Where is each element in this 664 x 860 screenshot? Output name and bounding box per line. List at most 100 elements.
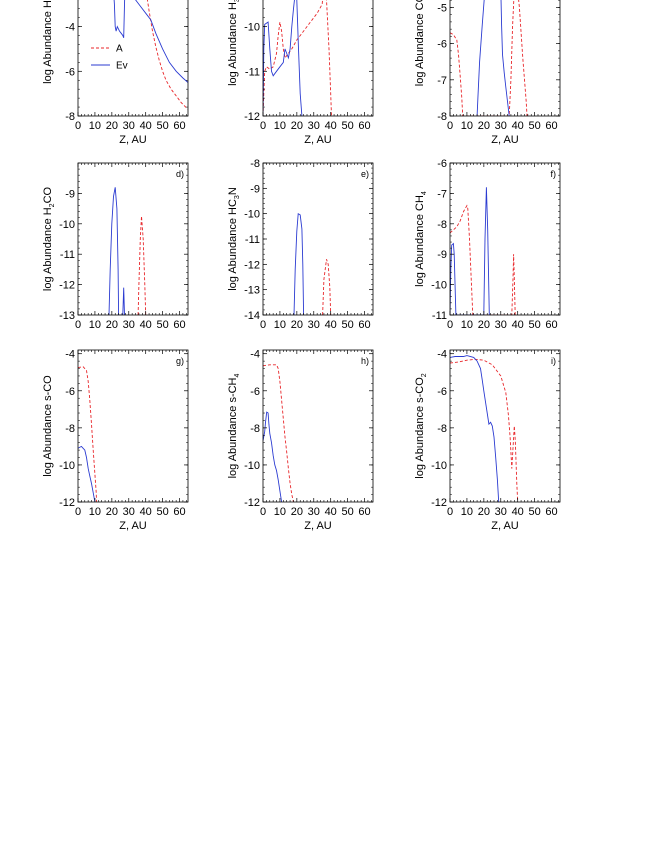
plot-frame [449,0,561,117]
x-tick-label: 0 [260,120,266,132]
y-tick-label: -11 [60,249,75,261]
y-axis-label-subscript: 4 [421,191,428,195]
series-line-Ev [113,0,188,83]
panel-i: 0 10 20 30 40 50 60 -4 -6 -8 -10 -12 Z, AU log Abunda… [414,349,561,532]
x-tick-label: 30 [495,120,507,132]
x-tick-label: 10 [274,506,286,518]
y-axis-label: log Abundance s-CH4 [227,374,241,479]
y-axis-label: log Abundance H2 [42,0,56,84]
x-tick-label: 0 [75,319,81,331]
y-tick-label: -4 [437,349,447,361]
x-tick-label: 10 [461,506,473,518]
plot-frame [262,349,374,503]
x-tick-label: 20 [106,319,118,331]
x-tick-label: 40 [512,120,524,132]
panel-e: 0 10 20 30 40 50 60 -8 -9 -10 -11 -12 -13 -14 log Abun… [227,158,374,331]
plot-frame [77,0,189,117]
x-tick-label: 0 [75,120,81,132]
panel-label: g) [176,356,184,366]
y-tick-label: -12 [431,497,447,509]
y-tick-label: -12 [59,497,75,509]
series-line-A [137,216,147,315]
x-tick-label: 20 [291,319,303,331]
y-axis-label: log Abundance H2CO [42,186,56,291]
y-axis-label-subscript: 2 [421,373,428,377]
panel-d: 0 10 20 30 40 50 60 -9 -10 -11 -12 -13 log Abundance… [42,162,189,331]
series-line-Ev [450,187,490,315]
panel-label: d) [176,169,184,179]
x-tick-label: 40 [512,319,524,331]
plot-frame [262,162,374,316]
x-tick-label: 50 [528,120,540,132]
y-axis-label-subscript: 4 [234,374,241,378]
y-axis-label: log Abundance CH4 [414,191,428,287]
y-axis-label-subscript: 3 [234,0,241,2]
x-tick-label: 10 [89,506,101,518]
y-tick-label: -8 [437,111,447,123]
y-tick-label: -10 [244,209,260,221]
x-tick-label: 10 [89,120,101,132]
x-tick-label: 20 [291,120,303,132]
plot-frame [449,349,561,503]
x-tick-label: 60 [358,120,370,132]
x-tick-label: 20 [478,319,490,331]
x-tick-label: 60 [173,506,185,518]
series-line-Ev [450,355,500,502]
y-tick-label: -4 [65,22,75,34]
y-tick-label: -11 [432,310,447,322]
y-tick-label: -9 [437,249,447,261]
y-axis-label-main: log Abundance H [42,0,54,84]
y-tick-label: -8 [250,423,260,435]
panel-f: 0 10 20 30 40 50 60 -6 -7 -8 -9 -10 -11 log Abundance… [414,158,561,331]
y-tick-label: -12 [244,497,260,509]
series-line-Ev [263,0,303,116]
x-tick-label: 30 [495,506,507,518]
series-line-A [146,0,188,110]
x-tick-label: 40 [325,319,337,331]
y-tick-label: -11 [245,66,260,78]
y-axis-label-tail: CO [42,186,54,203]
x-tick-label: 20 [291,506,303,518]
series-line-Ev [78,445,96,502]
x-tick-label: 0 [260,319,266,331]
x-tick-label: 60 [358,319,370,331]
y-axis-label-main: log Abundance s-CO [414,377,426,479]
series-line-A [78,366,98,502]
x-tick-label: 50 [528,319,540,331]
x-tick-label: 50 [156,319,168,331]
y-tick-label: -13 [244,285,260,297]
y-tick-label: -10 [59,219,75,231]
y-tick-label: -6 [250,386,260,398]
y-axis-label-tail: N [227,187,239,195]
legend-label-A: A [116,44,123,55]
y-tick-label: -6 [65,66,75,78]
x-tick-label: 60 [358,506,370,518]
y-axis-label: log Abundance CO [414,0,426,86]
x-axis-label: Z, AU [119,134,147,146]
y-tick-label: -9 [65,188,75,200]
series-line-Ev [476,0,510,116]
y-tick-label: -10 [244,460,260,472]
x-tick-label: 0 [75,506,81,518]
y-tick-label: -13 [59,310,75,322]
y-tick-label: -12 [244,259,260,271]
y-axis-label-main: log Abundance s-CO [42,375,54,477]
legend: A Ev [91,44,128,72]
series-line-Ev [293,212,305,315]
plot-frame [449,162,561,316]
y-tick-label: -8 [65,111,75,123]
y-tick-label: -7 [437,75,447,87]
x-tick-label: 40 [140,120,152,132]
x-tick-label: 50 [156,506,168,518]
y-tick-label: -8 [437,219,447,231]
x-tick-label: 50 [341,120,353,132]
x-tick-label: 50 [341,319,353,331]
x-tick-label: 30 [308,120,320,132]
y-tick-label: -10 [59,460,75,472]
x-tick-label: 0 [260,506,266,518]
y-tick-label: -10 [244,22,260,34]
y-tick-label: -8 [65,423,75,435]
y-axis-label-subscript: 3 [234,195,241,199]
